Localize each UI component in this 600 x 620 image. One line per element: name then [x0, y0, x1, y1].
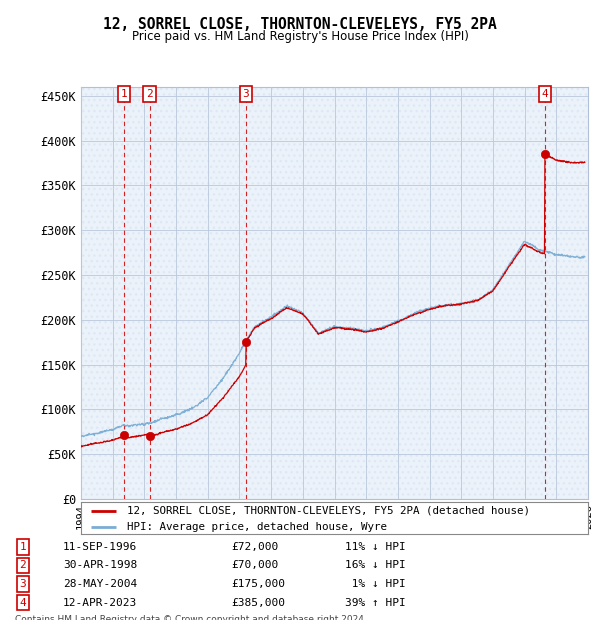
Text: 2: 2 [146, 89, 153, 99]
Text: 3: 3 [19, 579, 26, 589]
Text: £175,000: £175,000 [231, 579, 285, 589]
Text: Contains HM Land Registry data © Crown copyright and database right 2024.: Contains HM Land Registry data © Crown c… [15, 615, 367, 620]
Text: 16% ↓ HPI: 16% ↓ HPI [345, 560, 406, 570]
Text: 12, SORREL CLOSE, THORNTON-CLEVELEYS, FY5 2PA (detached house): 12, SORREL CLOSE, THORNTON-CLEVELEYS, FY… [127, 506, 530, 516]
Text: Price paid vs. HM Land Registry's House Price Index (HPI): Price paid vs. HM Land Registry's House … [131, 30, 469, 43]
Text: 11% ↓ HPI: 11% ↓ HPI [345, 542, 406, 552]
Text: £70,000: £70,000 [231, 560, 278, 570]
Text: 1: 1 [121, 89, 127, 99]
Text: 30-APR-1998: 30-APR-1998 [63, 560, 137, 570]
Text: 12-APR-2023: 12-APR-2023 [63, 598, 137, 608]
Text: 2: 2 [19, 560, 26, 570]
Text: 1: 1 [19, 542, 26, 552]
Text: 11-SEP-1996: 11-SEP-1996 [63, 542, 137, 552]
Text: 4: 4 [19, 598, 26, 608]
Text: £385,000: £385,000 [231, 598, 285, 608]
Text: 39% ↑ HPI: 39% ↑ HPI [345, 598, 406, 608]
Text: £72,000: £72,000 [231, 542, 278, 552]
Text: 1% ↓ HPI: 1% ↓ HPI [345, 579, 406, 589]
Text: 12, SORREL CLOSE, THORNTON-CLEVELEYS, FY5 2PA: 12, SORREL CLOSE, THORNTON-CLEVELEYS, FY… [103, 17, 497, 32]
Text: 28-MAY-2004: 28-MAY-2004 [63, 579, 137, 589]
Text: 4: 4 [542, 89, 548, 99]
Text: 3: 3 [242, 89, 250, 99]
Text: HPI: Average price, detached house, Wyre: HPI: Average price, detached house, Wyre [127, 522, 386, 532]
